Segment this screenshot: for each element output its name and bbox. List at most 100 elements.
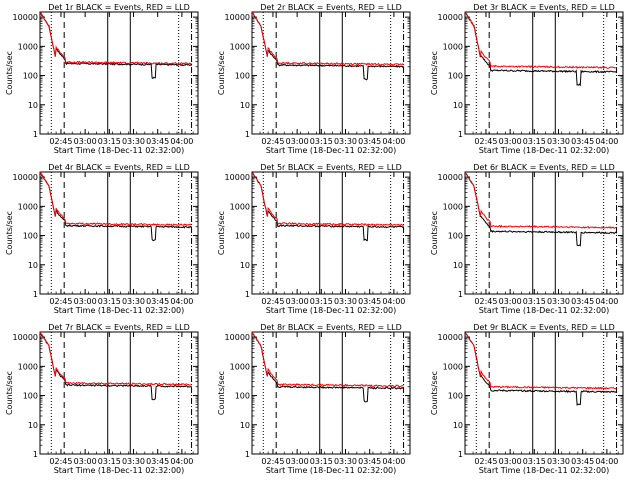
chart-title: Det 5r BLACK = Events, RED = LLD bbox=[260, 163, 402, 172]
series-lld bbox=[464, 332, 617, 390]
x-tick-label: 02:45 bbox=[261, 137, 284, 146]
plot-frame bbox=[39, 171, 199, 295]
y-tick-label: 1000 bbox=[443, 202, 463, 211]
series-events bbox=[251, 171, 404, 242]
x-tick-label: 03:45 bbox=[146, 137, 169, 146]
y-tick-label: 100 bbox=[23, 232, 38, 241]
y-tick-label: 1 bbox=[245, 290, 250, 299]
y-tick-label: 10000 bbox=[13, 13, 38, 22]
x-tick-label: 03:30 bbox=[122, 137, 145, 146]
y-tick-label: 10 bbox=[240, 101, 250, 110]
plot-frame bbox=[251, 171, 411, 295]
x-tick-label: 04:00 bbox=[170, 137, 193, 146]
x-tick-label: 03:30 bbox=[547, 457, 570, 466]
x-tick-label: 03:30 bbox=[122, 297, 145, 306]
chart-title: Det 3r BLACK = Events, RED = LLD bbox=[473, 3, 615, 12]
x-tick-label: 02:45 bbox=[261, 457, 284, 466]
x-tick-label: 04:00 bbox=[595, 457, 618, 466]
x-tick-label: 03:45 bbox=[571, 457, 594, 466]
chart-title: Det 7r BLACK = Events, RED = LLD bbox=[48, 323, 190, 332]
plot-frame bbox=[464, 331, 624, 455]
plot-frame bbox=[251, 11, 411, 135]
plot-frame bbox=[251, 331, 411, 455]
x-tick-label: 04:00 bbox=[170, 297, 193, 306]
x-tick-label: 03:00 bbox=[74, 297, 97, 306]
x-axis-label: Start Time (18-Dec-11 02:32:00) bbox=[54, 306, 185, 315]
chart-det-4r: Det 4r BLACK = Events, RED = LLD 1 10 100 10… bbox=[5, 163, 199, 315]
y-tick-label: 1 bbox=[33, 130, 38, 139]
chart-title: Det 1r BLACK = Events, RED = LLD bbox=[48, 3, 190, 12]
y-tick-label: 1 bbox=[458, 290, 463, 299]
y-tick-label: 10 bbox=[28, 421, 38, 430]
x-tick-label: 03:00 bbox=[74, 137, 97, 146]
x-axis-label: Start Time (18-Dec-11 02:32:00) bbox=[479, 466, 610, 475]
y-tick-label: 10000 bbox=[225, 333, 250, 342]
x-tick-label: 03:15 bbox=[523, 457, 546, 466]
x-tick-label: 03:45 bbox=[358, 457, 381, 466]
y-axis-label: Counts/sec bbox=[5, 211, 14, 255]
plot-frame bbox=[39, 331, 199, 455]
chart-det-5r: Det 5r BLACK = Events, RED = LLD 1 10 100 10… bbox=[217, 163, 411, 315]
y-tick-label: 10 bbox=[453, 261, 463, 270]
chart-title: Det 4r BLACK = Events, RED = LLD bbox=[48, 163, 190, 172]
series-lld bbox=[39, 12, 192, 65]
y-tick-label: 1 bbox=[33, 290, 38, 299]
series-events bbox=[39, 171, 192, 242]
y-tick-label: 1000 bbox=[230, 42, 250, 51]
y-tick-label: 10 bbox=[240, 421, 250, 430]
y-tick-label: 10000 bbox=[13, 333, 38, 342]
y-tick-label: 100 bbox=[235, 392, 250, 401]
x-tick-label: 03:00 bbox=[499, 297, 522, 306]
series-events bbox=[251, 12, 404, 81]
x-axis-label: Start Time (18-Dec-11 02:32:00) bbox=[266, 466, 397, 475]
y-axis-label: Counts/sec bbox=[217, 371, 226, 415]
y-tick-label: 100 bbox=[23, 392, 38, 401]
x-tick-label: 03:00 bbox=[499, 457, 522, 466]
y-tick-label: 10 bbox=[240, 261, 250, 270]
x-tick-label: 02:45 bbox=[49, 457, 72, 466]
y-tick-label: 10000 bbox=[225, 13, 250, 22]
x-tick-label: 03:00 bbox=[286, 297, 309, 306]
chart-title: Det 8r BLACK = Events, RED = LLD bbox=[260, 323, 402, 332]
y-tick-label: 10000 bbox=[438, 333, 463, 342]
series-lld bbox=[251, 172, 404, 227]
x-axis-label: Start Time (18-Dec-11 02:32:00) bbox=[54, 146, 185, 155]
x-tick-label: 03:30 bbox=[547, 297, 570, 306]
y-axis-label: Counts/sec bbox=[217, 51, 226, 95]
x-tick-label: 03:15 bbox=[523, 137, 546, 146]
plot-frame bbox=[464, 11, 624, 135]
series-events bbox=[39, 11, 192, 80]
x-tick-label: 02:45 bbox=[474, 137, 497, 146]
x-axis-label: Start Time (18-Dec-11 02:32:00) bbox=[479, 306, 610, 315]
series-lld bbox=[464, 171, 617, 229]
y-tick-label: 1 bbox=[245, 450, 250, 459]
y-tick-label: 100 bbox=[448, 72, 463, 81]
series-lld bbox=[39, 171, 192, 227]
x-tick-label: 03:00 bbox=[499, 137, 522, 146]
x-tick-label: 03:30 bbox=[334, 457, 357, 466]
x-tick-label: 04:00 bbox=[595, 137, 618, 146]
chart-det-9r: Det 9r BLACK = Events, RED = LLD 1 10 100 10… bbox=[430, 323, 624, 475]
x-tick-label: 03:45 bbox=[571, 137, 594, 146]
x-tick-label: 03:15 bbox=[310, 137, 333, 146]
x-tick-label: 02:45 bbox=[474, 297, 497, 306]
chart-det-3r: Det 3r BLACK = Events, RED = LLD 1 10 100 10… bbox=[430, 3, 624, 155]
y-axis-label: Counts/sec bbox=[430, 371, 439, 415]
x-tick-label: 04:00 bbox=[170, 457, 193, 466]
y-tick-label: 1000 bbox=[18, 202, 38, 211]
y-tick-label: 1000 bbox=[18, 362, 38, 371]
chart-title: Det 2r BLACK = Events, RED = LLD bbox=[260, 3, 402, 12]
y-tick-label: 100 bbox=[235, 232, 250, 241]
series-events bbox=[464, 11, 617, 87]
y-tick-label: 10000 bbox=[438, 173, 463, 182]
y-tick-label: 1000 bbox=[230, 362, 250, 371]
plot-frame bbox=[39, 11, 199, 135]
x-tick-label: 03:30 bbox=[334, 137, 357, 146]
x-tick-label: 03:45 bbox=[571, 297, 594, 306]
y-tick-label: 10 bbox=[453, 421, 463, 430]
x-axis-label: Start Time (18-Dec-11 02:32:00) bbox=[479, 146, 610, 155]
y-axis-label: Counts/sec bbox=[430, 51, 439, 95]
x-tick-label: 03:15 bbox=[310, 297, 333, 306]
x-tick-label: 04:00 bbox=[382, 457, 405, 466]
series-events bbox=[464, 331, 617, 406]
